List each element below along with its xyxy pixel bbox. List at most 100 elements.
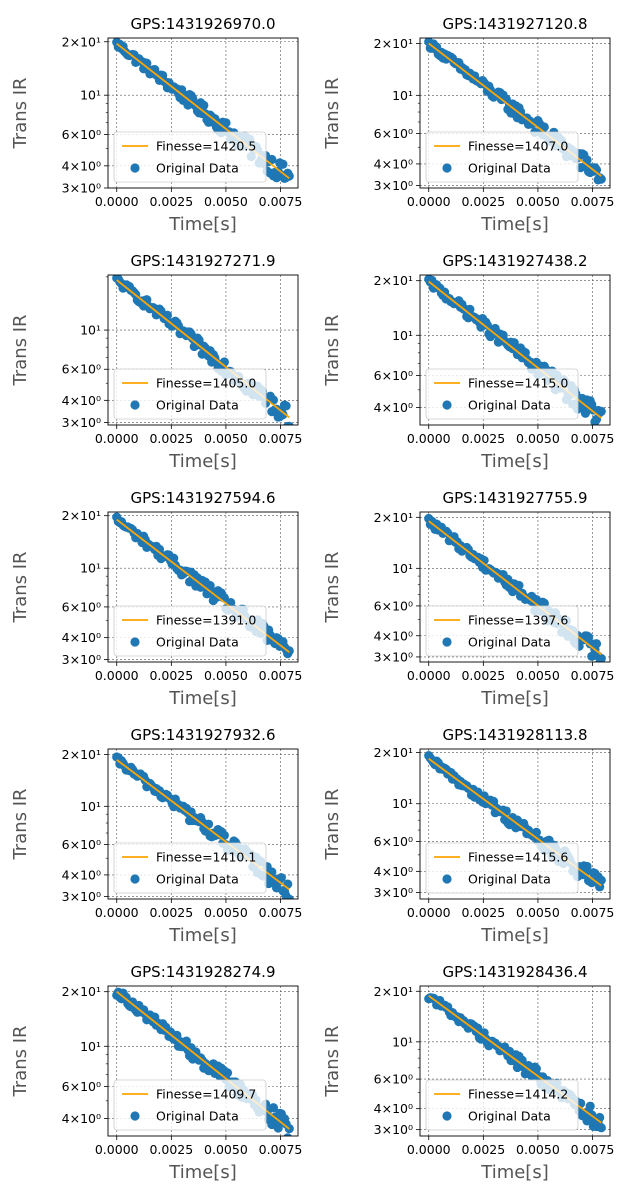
x-tick-label: 0.0000 <box>95 1142 139 1157</box>
chart-title: GPS:1431928274.9 <box>131 963 276 981</box>
data-point <box>281 401 291 411</box>
y-tick-label: 10¹ <box>392 796 413 811</box>
y-axis-label: Trans IR <box>10 314 31 386</box>
y-tick-label: 4×10⁰ <box>374 156 413 171</box>
data-point <box>276 873 286 883</box>
y-axis-label: Trans IR <box>322 77 343 149</box>
x-tick-label: 0.0075 <box>571 431 615 446</box>
legend-data-label: Original Data <box>156 398 239 413</box>
legend-data-swatch <box>442 400 452 410</box>
data-point <box>596 406 606 416</box>
legend-box <box>113 842 267 894</box>
chart-title: GPS:1431926970.0 <box>131 15 276 33</box>
y-tick-label: 2×10¹ <box>62 984 101 999</box>
data-point <box>596 174 606 184</box>
chart-title: GPS:1431927932.6 <box>131 726 276 744</box>
legend-data-label: Original Data <box>468 398 551 413</box>
data-point <box>591 639 602 649</box>
chart-title: GPS:1431927755.9 <box>443 489 588 507</box>
x-tick-label: 0.0000 <box>407 668 451 683</box>
legend-box <box>425 368 579 420</box>
chart-panel-3: GPS:1431927271.9 0.0000 0.0025 0.0050 0.0075… <box>10 252 302 472</box>
data-point <box>284 421 294 425</box>
x-tick-label: 0.0000 <box>95 194 139 209</box>
legend-fit-label: Finesse=1420.5 <box>156 139 256 154</box>
y-axis-label: Trans IR <box>10 77 31 149</box>
x-tick-label: 0.0000 <box>95 905 139 920</box>
legend: Finesse=1414.2 Original Data <box>425 1079 579 1131</box>
data-point <box>278 159 288 169</box>
y-tick-label: 4×10⁰ <box>62 630 101 645</box>
y-tick-label: 2×10¹ <box>374 36 413 51</box>
legend-data-label: Original Data <box>468 635 551 650</box>
y-tick-label: 4×10⁰ <box>62 1111 101 1126</box>
x-tick-label: 0.0000 <box>407 194 451 209</box>
plot-frame <box>107 985 299 1137</box>
x-tick-label: 0.0050 <box>516 905 560 920</box>
plot-frame <box>419 511 611 663</box>
x-axis-label: Time[s] <box>480 688 548 709</box>
data-point <box>267 154 277 165</box>
y-tick-label: 3×10⁰ <box>62 889 101 904</box>
y-tick-label: 4×10⁰ <box>374 1101 413 1116</box>
y-tick-label: 4×10⁰ <box>62 393 101 408</box>
chart-title: GPS:1431927271.9 <box>131 252 276 270</box>
plot-frame <box>107 511 299 663</box>
legend-box <box>113 131 267 183</box>
y-tick-label: 10¹ <box>80 799 101 814</box>
x-tick-label: 0.0050 <box>204 905 248 920</box>
x-tick-label: 0.0025 <box>461 194 505 209</box>
legend: Finesse=1420.5 Original Data <box>113 131 267 183</box>
legend-data-swatch <box>442 1111 452 1121</box>
x-axis-label: Time[s] <box>480 925 548 946</box>
y-tick-label: 6×10⁰ <box>374 598 413 613</box>
x-tick-label: 0.0075 <box>571 905 615 920</box>
x-tick-label: 0.0050 <box>516 431 560 446</box>
legend-data-swatch <box>130 637 140 647</box>
legend-box <box>113 605 267 657</box>
x-tick-label: 0.0075 <box>571 1142 615 1157</box>
y-tick-label: 10¹ <box>392 88 413 103</box>
legend-fit-label: Finesse=1405.0 <box>156 376 256 391</box>
chart-title: GPS:1431927120.8 <box>443 15 588 33</box>
x-tick-label: 0.0000 <box>95 431 139 446</box>
legend: Finesse=1407.0 Original Data <box>425 131 579 183</box>
legend-data-swatch <box>130 1111 140 1121</box>
plot-frame <box>419 37 611 189</box>
data-point <box>531 827 541 837</box>
x-tick-label: 0.0025 <box>461 668 505 683</box>
y-axis-label: Trans IR <box>10 788 31 860</box>
y-tick-label: 3×10⁰ <box>374 885 413 900</box>
x-tick-label: 0.0075 <box>259 431 303 446</box>
x-tick-label: 0.0075 <box>571 668 615 683</box>
y-tick-label: 10¹ <box>392 1034 413 1049</box>
chart-panel-10: GPS:1431928436.4 0.0000 0.0025 0.0050 0.0075… <box>322 963 614 1183</box>
x-tick-label: 0.0050 <box>204 668 248 683</box>
y-tick-label: 10¹ <box>392 561 413 576</box>
y-axis-label: Trans IR <box>10 551 31 623</box>
data-point <box>284 646 294 656</box>
legend-data-swatch <box>442 874 452 884</box>
y-tick-label: 6×10⁰ <box>62 362 101 377</box>
legend-data-swatch <box>130 874 140 884</box>
legend-data-swatch <box>130 163 140 173</box>
legend-fit-label: Finesse=1407.0 <box>468 139 568 154</box>
chart-title: GPS:1431928113.8 <box>443 726 588 744</box>
data-point <box>596 653 606 662</box>
y-axis-label: Trans IR <box>322 788 343 860</box>
legend: Finesse=1391.0 Original Data <box>113 605 267 657</box>
data-point <box>283 1133 292 1136</box>
x-tick-label: 0.0025 <box>149 905 193 920</box>
y-axis-label: Trans IR <box>322 551 343 623</box>
y-tick-label: 6×10⁰ <box>374 1072 413 1087</box>
y-axis-label: Trans IR <box>322 1025 343 1097</box>
data-point <box>284 894 294 899</box>
y-tick-label: 10¹ <box>392 328 413 343</box>
legend-box <box>425 1079 579 1131</box>
y-tick-label: 4×10⁰ <box>374 400 413 415</box>
x-tick-label: 0.0025 <box>461 1142 505 1157</box>
y-tick-label: 6×10⁰ <box>374 368 413 383</box>
plot-frame <box>107 37 299 189</box>
plot-frame <box>419 274 611 426</box>
y-tick-label: 3×10⁰ <box>374 178 413 193</box>
